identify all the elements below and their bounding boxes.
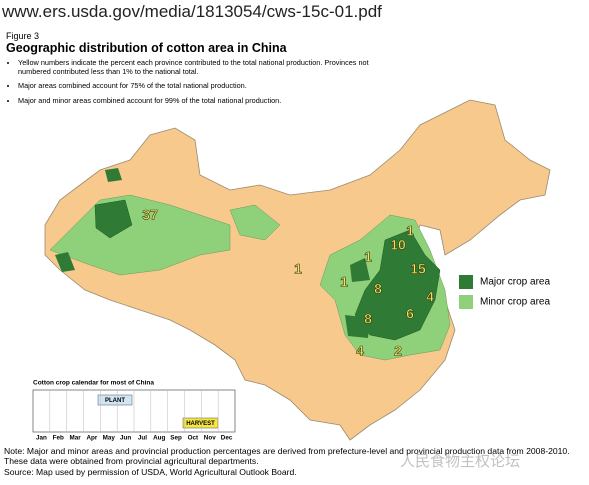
province-percent: 37 [142, 207, 158, 223]
month-label: Mar [69, 435, 81, 442]
month-label: May [103, 435, 116, 442]
bullet: Yellow numbers indicate the percent each… [18, 58, 398, 76]
month-label: Dec [221, 435, 233, 442]
note-text: Note: Major and minor areas and provinci… [4, 446, 570, 467]
month-label: Feb [53, 435, 64, 442]
url: www.ers.usda.gov/media/1813054/cws-15c-0… [2, 2, 382, 21]
province-percent: 4 [356, 343, 364, 359]
month-label: Nov [204, 435, 216, 442]
province-percent: 8 [364, 311, 372, 327]
title: Geographic distribution of cotton area i… [6, 41, 287, 55]
major-area [350, 258, 370, 282]
month-label: Apr [86, 435, 97, 442]
source-text: Source: Map used by permission of USDA, … [4, 466, 297, 477]
province-percent: 4 [426, 289, 434, 305]
province-percent: 2 [394, 343, 402, 359]
plant-label: PLANT [105, 398, 125, 404]
watermark: 人民食物主权论坛 [400, 453, 521, 470]
province-percent: 1 [364, 249, 372, 265]
major-area [354, 229, 441, 341]
bullet: Major areas combined account for 75% of … [18, 81, 398, 90]
minor-area [49, 194, 231, 276]
major-area [105, 168, 122, 182]
province-percent: 1 [406, 223, 414, 239]
province-percent: 10 [390, 237, 406, 253]
month-label: Sep [170, 435, 182, 442]
plant-bar [97, 394, 133, 406]
note: Note: Major and minor areas and provinci… [4, 446, 586, 477]
bullet: Major and minor areas combined account f… [18, 96, 398, 105]
legend-label: Minor crop area [480, 297, 550, 308]
province-percent: 1 [294, 261, 302, 277]
month-label: Jul [138, 435, 147, 442]
province-percent: 15 [410, 261, 426, 277]
province-percent: 1 [340, 274, 348, 290]
figure-label: Figure 3 [6, 31, 40, 41]
month-label: Aug [153, 435, 165, 442]
bullets: Yellow numbers indicate the percent each… [6, 58, 398, 110]
legend-label: Major crop area [480, 277, 550, 288]
major-area [55, 252, 75, 272]
month-label: Jun [120, 435, 131, 442]
month-label: Oct [188, 435, 199, 442]
minor-area [229, 204, 281, 241]
legend-swatch [459, 275, 473, 289]
legend-swatch [459, 295, 473, 309]
province-percent: 6 [406, 306, 414, 322]
month-label: Jan [36, 435, 47, 442]
major-area [345, 315, 370, 338]
harvest-label: HARVEST [186, 421, 215, 427]
province-percent: 8 [374, 281, 382, 297]
china-outline [44, 99, 551, 441]
calendar-title: Cotton crop calendar for most of China [33, 380, 154, 387]
major-area [94, 199, 133, 239]
